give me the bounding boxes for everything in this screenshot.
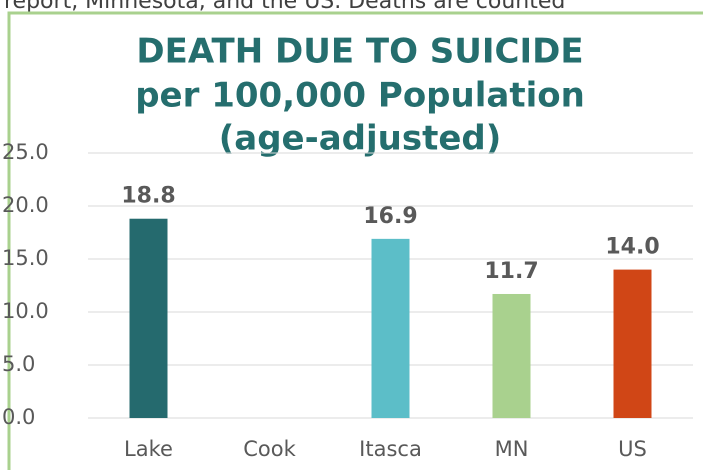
x-tick-label: Cook: [243, 437, 296, 461]
data-label: 18.8: [121, 184, 175, 209]
bar: [613, 269, 652, 418]
y-tick-label: 5.0: [2, 352, 35, 376]
y-tick-label: 25.0: [2, 140, 49, 164]
x-tick-label: Lake: [124, 437, 173, 461]
x-tick-label: US: [618, 437, 647, 461]
bar: [129, 218, 168, 418]
frame: [7, 11, 703, 470]
x-tick-label: MN: [495, 437, 529, 461]
bar: [492, 293, 531, 418]
chart-title: per 100,000 Population: [135, 76, 585, 116]
y-tick-label: 0.0: [2, 405, 35, 429]
y-tick-label: 20.0: [2, 193, 49, 217]
page-text: report, Minnesota, and the US. Deaths ar…: [4, 0, 565, 14]
bar: [371, 238, 410, 418]
x-tick-label: Itasca: [359, 437, 422, 461]
data-label: 11.7: [484, 259, 538, 284]
y-tick-label: 15.0: [2, 246, 49, 270]
y-tick-label: 10.0: [2, 299, 49, 323]
chart-title: DEATH DUE TO SUICIDE: [136, 32, 583, 72]
data-label: 14.0: [605, 235, 659, 260]
chart-title: (age-adjusted): [219, 119, 502, 159]
data-label: 16.9: [363, 204, 417, 229]
